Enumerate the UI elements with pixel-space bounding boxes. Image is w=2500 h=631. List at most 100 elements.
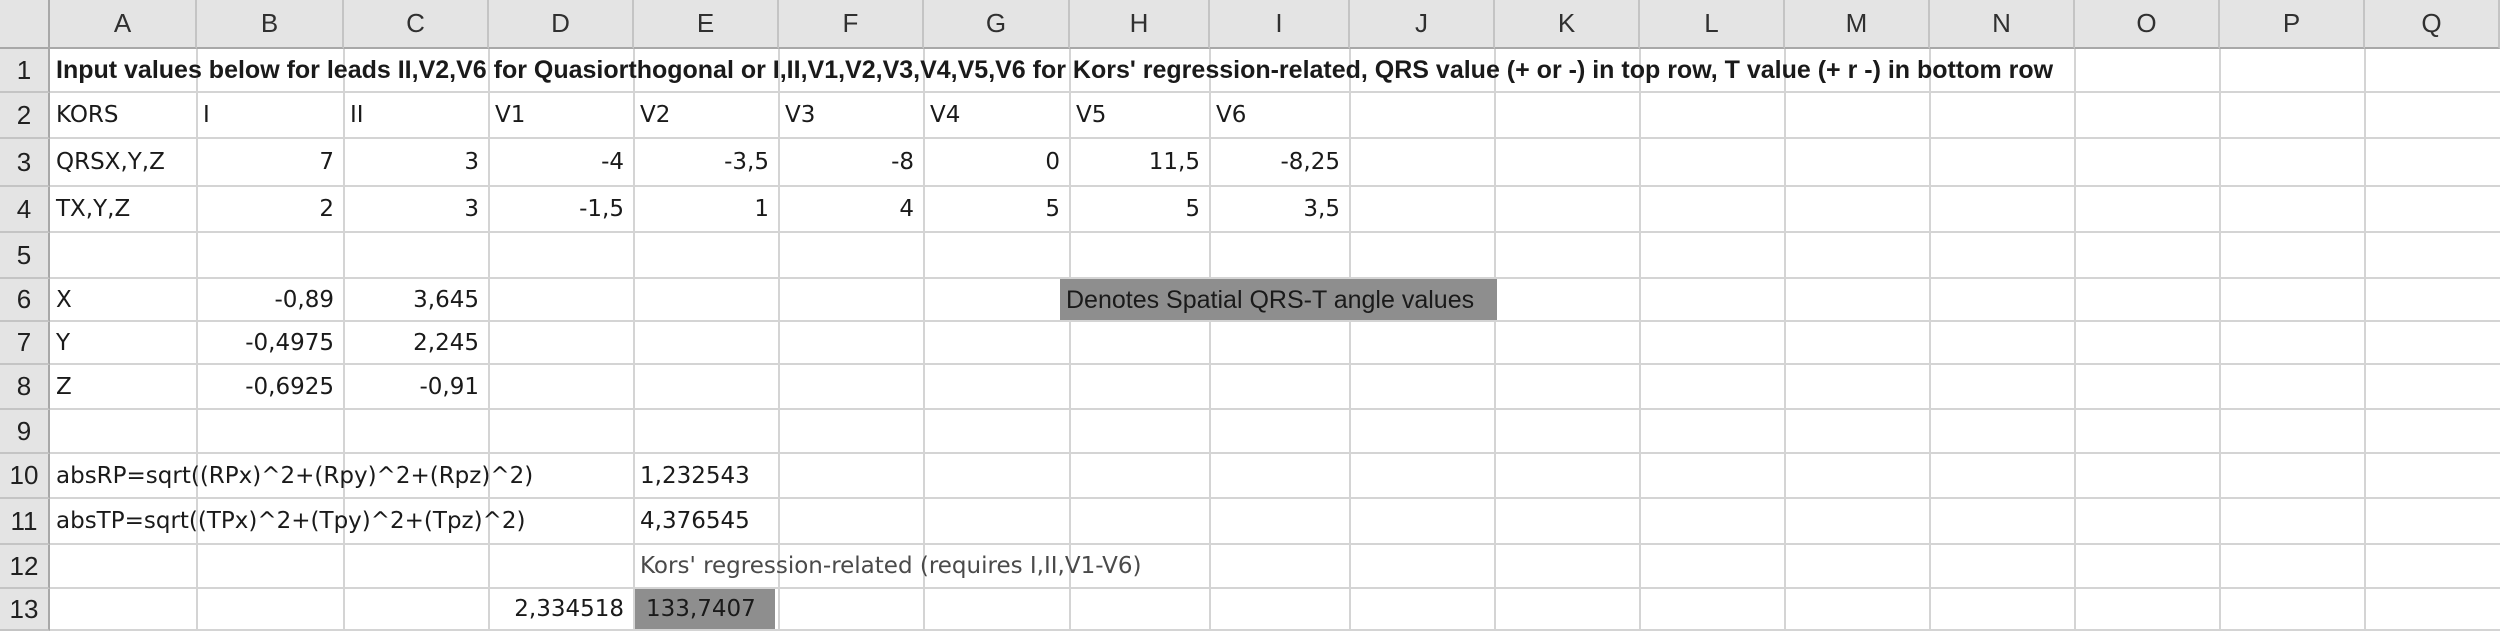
- gridline-vertical: [1494, 49, 1496, 631]
- cell-a7[interactable]: Y: [56, 329, 71, 356]
- gridline-vertical: [2074, 49, 2076, 631]
- cell-a2[interactable]: KORS: [56, 102, 119, 128]
- cell-e2[interactable]: V2: [640, 102, 671, 128]
- row-header-3[interactable]: 3: [0, 139, 50, 187]
- column-header-e[interactable]: E: [634, 0, 779, 49]
- cell-b7[interactable]: -0,4975: [245, 329, 334, 356]
- cell-i2[interactable]: V6: [1216, 102, 1247, 128]
- row-header-12[interactable]: 12: [0, 545, 50, 589]
- row-header-2[interactable]: 2: [0, 93, 50, 139]
- column-header-l[interactable]: L: [1640, 0, 1785, 49]
- cell-e3[interactable]: -3,5: [724, 149, 769, 175]
- gridline-vertical: [1929, 49, 1931, 631]
- row-header-5[interactable]: 5: [0, 233, 50, 279]
- column-header-q[interactable]: Q: [2365, 0, 2500, 49]
- column-header-p[interactable]: P: [2220, 0, 2365, 49]
- cell-h3[interactable]: 11,5: [1148, 149, 1200, 175]
- cell-a8[interactable]: Z: [56, 373, 72, 400]
- cell-i3[interactable]: -8,25: [1280, 149, 1340, 175]
- cell-h2[interactable]: V5: [1076, 102, 1107, 128]
- row-header-8[interactable]: 8: [0, 365, 50, 410]
- row-header-13[interactable]: 13: [0, 589, 50, 631]
- cell-d4[interactable]: -1,5: [579, 196, 624, 222]
- gridline-horizontal: [50, 408, 2500, 410]
- column-header-g[interactable]: G: [924, 0, 1070, 49]
- column-header-h[interactable]: H: [1070, 0, 1210, 49]
- row-header-6[interactable]: 6: [0, 279, 50, 322]
- cell-f2[interactable]: V3: [785, 102, 816, 128]
- cell-h4[interactable]: 5: [1185, 196, 1200, 222]
- row-header-4[interactable]: 4: [0, 187, 50, 233]
- gridline-horizontal: [50, 137, 2500, 139]
- cell-d3[interactable]: -4: [601, 149, 624, 175]
- cell-e12[interactable]: Kors' regression-related (requires I,II,…: [640, 553, 1142, 579]
- gridline-vertical: [633, 49, 635, 631]
- column-header-b[interactable]: B: [197, 0, 344, 49]
- row-header-10[interactable]: 10: [0, 454, 50, 499]
- gridline-horizontal: [50, 629, 2500, 631]
- gridline-horizontal: [50, 452, 2500, 454]
- cell-g2[interactable]: V4: [930, 102, 961, 128]
- cell-f3[interactable]: -8: [891, 149, 914, 175]
- column-header-m[interactable]: M: [1785, 0, 1930, 49]
- cell-e4[interactable]: 1: [754, 196, 769, 222]
- column-header-d[interactable]: D: [489, 0, 634, 49]
- cell-c2[interactable]: II: [350, 102, 364, 128]
- gridline-horizontal: [50, 587, 2500, 589]
- row-header-1[interactable]: 1: [0, 49, 50, 93]
- gridline-horizontal: [50, 363, 2500, 365]
- column-header-a[interactable]: A: [50, 0, 197, 49]
- gridline-vertical: [343, 49, 345, 631]
- cell-b8[interactable]: -0,6925: [245, 373, 334, 400]
- cell-b6[interactable]: -0,89: [274, 286, 334, 313]
- cell-a6[interactable]: X: [56, 286, 72, 313]
- gridline-vertical: [923, 49, 925, 631]
- gridline-horizontal: [50, 231, 2500, 233]
- row-header-11[interactable]: 11: [0, 499, 50, 545]
- gridline-horizontal: [50, 320, 2500, 322]
- column-header-i[interactable]: I: [1210, 0, 1350, 49]
- gridline-vertical: [1639, 49, 1641, 631]
- gridline-vertical: [488, 49, 490, 631]
- cell-g4[interactable]: 5: [1045, 196, 1060, 222]
- cell-a10[interactable]: absRP=sqrt((RPx)^2+(Rpy)^2+(Rpz)^2): [56, 462, 534, 489]
- cell-b3[interactable]: 7: [319, 149, 334, 175]
- cell-c4[interactable]: 3: [464, 196, 479, 222]
- cell-c6[interactable]: 3,645: [413, 286, 479, 313]
- cell-e13[interactable]: 133,7407: [646, 596, 756, 622]
- column-header-o[interactable]: O: [2075, 0, 2220, 49]
- cell-b2[interactable]: I: [203, 102, 210, 128]
- cell-a3[interactable]: QRSX,Y,Z: [56, 149, 165, 175]
- column-header-n[interactable]: N: [1930, 0, 2075, 49]
- cell-h6[interactable]: Denotes Spatial QRS-T angle values: [1066, 285, 1475, 314]
- row-header-9[interactable]: 9: [0, 410, 50, 454]
- column-header-f[interactable]: F: [779, 0, 924, 49]
- gridline-horizontal: [50, 91, 2500, 93]
- cell-c3[interactable]: 3: [464, 149, 479, 175]
- gridline-vertical: [2219, 49, 2221, 631]
- cell-e11[interactable]: 4,376545: [640, 508, 750, 534]
- column-header-j[interactable]: J: [1350, 0, 1495, 49]
- cell-c7[interactable]: 2,245: [413, 329, 479, 356]
- highlight-h6: [1060, 279, 1497, 320]
- cell-a1[interactable]: Input values below for leads II,V2,V6 fo…: [56, 56, 2054, 84]
- gridline-vertical: [778, 49, 780, 631]
- gridline-horizontal: [50, 543, 2500, 545]
- cell-f4[interactable]: 4: [899, 196, 914, 222]
- cell-b4[interactable]: 2: [319, 196, 334, 222]
- cell-e10[interactable]: 1,232543: [640, 462, 750, 489]
- cell-c8[interactable]: -0,91: [419, 373, 479, 400]
- cell-g3[interactable]: 0: [1045, 149, 1060, 175]
- row-header-7[interactable]: 7: [0, 322, 50, 365]
- cell-a4[interactable]: TX,Y,Z: [56, 196, 131, 222]
- cell-d2[interactable]: V1: [495, 102, 526, 128]
- gridline-horizontal: [50, 277, 2500, 279]
- column-header-c[interactable]: C: [344, 0, 489, 49]
- column-header-k[interactable]: K: [1495, 0, 1640, 49]
- gridline-vertical: [2364, 49, 2366, 631]
- select-all-corner[interactable]: [0, 0, 50, 49]
- cell-d13[interactable]: 2,334518: [514, 596, 624, 622]
- cell-i4[interactable]: 3,5: [1303, 196, 1340, 222]
- cell-a11[interactable]: absTP=sqrt((TPx)^2+(Tpy)^2+(Tpz)^2): [56, 508, 526, 534]
